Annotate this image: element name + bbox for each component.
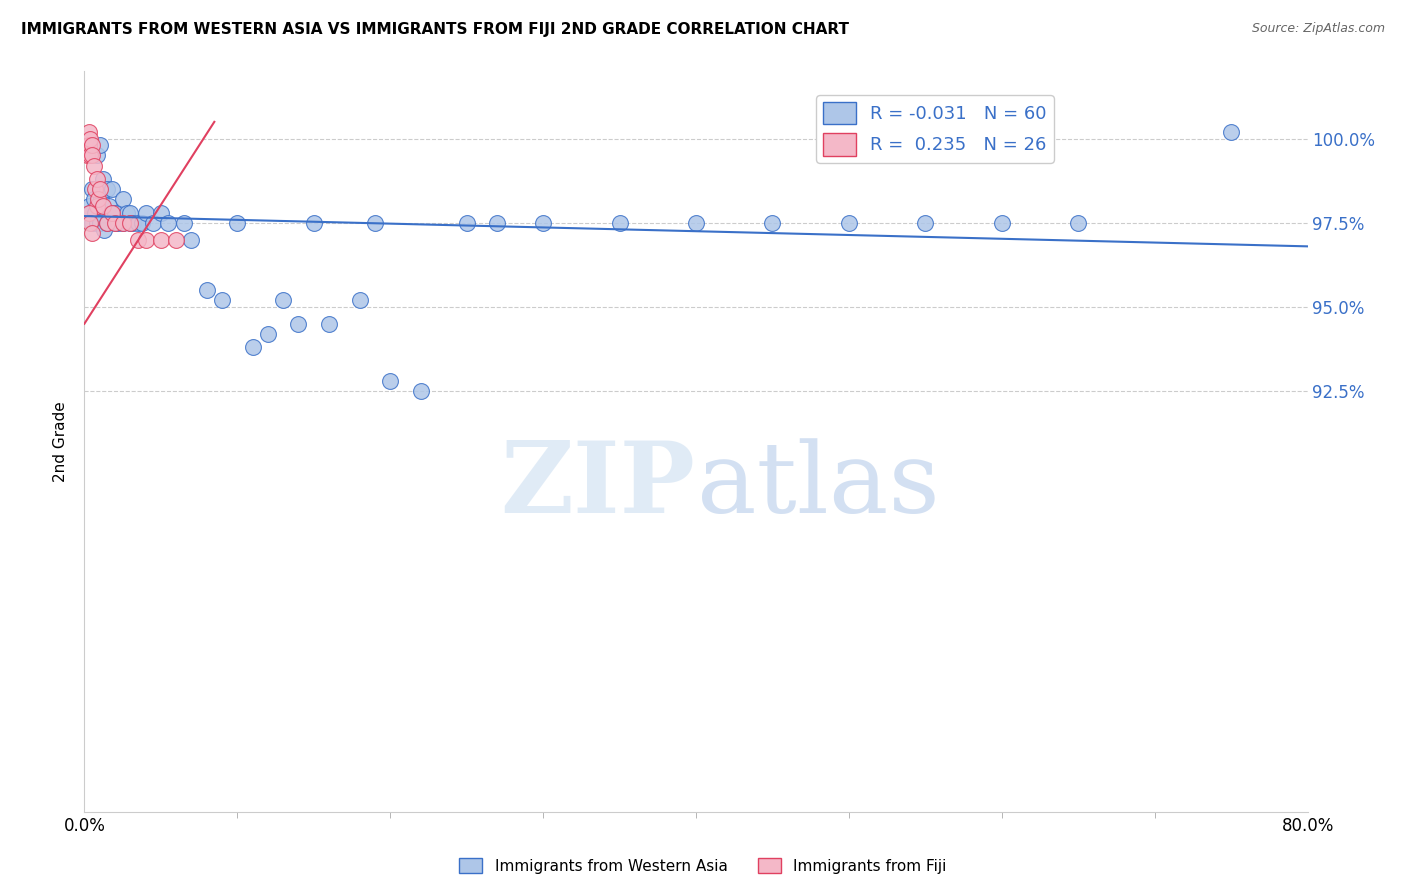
Point xyxy=(96,182,118,196)
Point xyxy=(96,216,118,230)
Point xyxy=(127,216,149,230)
Point xyxy=(349,293,371,308)
Point xyxy=(83,159,105,173)
Legend: Immigrants from Western Asia, Immigrants from Fiji: Immigrants from Western Asia, Immigrants… xyxy=(453,852,953,880)
Point xyxy=(111,216,134,230)
Point xyxy=(195,283,218,297)
Point xyxy=(104,205,127,219)
Point xyxy=(79,148,101,162)
Point xyxy=(104,216,127,230)
Point xyxy=(135,233,157,247)
Point xyxy=(89,182,111,196)
Point xyxy=(120,205,142,219)
Point xyxy=(609,216,631,230)
Point xyxy=(79,216,101,230)
Point xyxy=(80,138,103,153)
Point xyxy=(80,148,103,162)
Point xyxy=(101,205,124,219)
Point xyxy=(838,216,860,230)
Point xyxy=(89,138,111,153)
Point xyxy=(685,216,707,230)
Point xyxy=(80,182,103,196)
Point xyxy=(120,216,142,230)
Point xyxy=(87,192,110,206)
Point xyxy=(914,216,936,230)
Point xyxy=(318,317,340,331)
Text: IMMIGRANTS FROM WESTERN ASIA VS IMMIGRANTS FROM FIJI 2ND GRADE CORRELATION CHART: IMMIGRANTS FROM WESTERN ASIA VS IMMIGRAN… xyxy=(21,22,849,37)
Point xyxy=(991,216,1014,230)
Point xyxy=(101,205,124,219)
Point xyxy=(104,216,127,230)
Text: Source: ZipAtlas.com: Source: ZipAtlas.com xyxy=(1251,22,1385,36)
Point xyxy=(91,172,114,186)
Point xyxy=(127,233,149,247)
Point xyxy=(409,384,432,398)
Point xyxy=(142,216,165,230)
Point xyxy=(131,216,153,230)
Point xyxy=(80,226,103,240)
Point xyxy=(180,233,202,247)
Legend: R = -0.031   N = 60, R =  0.235   N = 26: R = -0.031 N = 60, R = 0.235 N = 26 xyxy=(815,95,1054,162)
Point xyxy=(226,216,249,230)
Y-axis label: 2nd Grade: 2nd Grade xyxy=(53,401,69,482)
Point xyxy=(165,233,187,247)
Point xyxy=(120,216,142,230)
Point xyxy=(84,205,107,219)
Point xyxy=(135,205,157,219)
Point xyxy=(302,216,325,230)
Point xyxy=(77,125,100,139)
Point xyxy=(1220,125,1243,139)
Point xyxy=(149,205,172,219)
Point xyxy=(486,216,509,230)
Point xyxy=(80,216,103,230)
Point xyxy=(380,374,402,388)
Point xyxy=(531,216,554,230)
Point xyxy=(77,199,100,213)
Point xyxy=(86,216,108,230)
Point xyxy=(122,216,145,230)
Point xyxy=(101,182,124,196)
Point xyxy=(111,216,134,230)
Point xyxy=(76,148,98,162)
Point xyxy=(87,199,110,213)
Point xyxy=(97,199,120,213)
Point xyxy=(257,326,280,341)
Point xyxy=(115,205,138,219)
Point xyxy=(79,205,101,219)
Point xyxy=(79,131,101,145)
Point xyxy=(89,216,111,230)
Point xyxy=(111,192,134,206)
Point xyxy=(287,317,309,331)
Point xyxy=(149,233,172,247)
Point xyxy=(90,192,112,206)
Point xyxy=(93,222,115,236)
Point xyxy=(77,138,100,153)
Text: atlas: atlas xyxy=(697,438,939,533)
Point xyxy=(91,199,114,213)
Point xyxy=(83,192,105,206)
Text: ZIP: ZIP xyxy=(501,437,696,534)
Point xyxy=(77,205,100,219)
Point xyxy=(86,148,108,162)
Point xyxy=(173,216,195,230)
Point xyxy=(271,293,294,308)
Point xyxy=(211,293,233,308)
Point xyxy=(364,216,387,230)
Point xyxy=(84,182,107,196)
Point xyxy=(96,216,118,230)
Point xyxy=(107,216,129,230)
Point xyxy=(761,216,783,230)
Point xyxy=(86,172,108,186)
Point xyxy=(1067,216,1090,230)
Point xyxy=(456,216,478,230)
Point xyxy=(157,216,180,230)
Point xyxy=(86,199,108,213)
Point xyxy=(242,340,264,354)
